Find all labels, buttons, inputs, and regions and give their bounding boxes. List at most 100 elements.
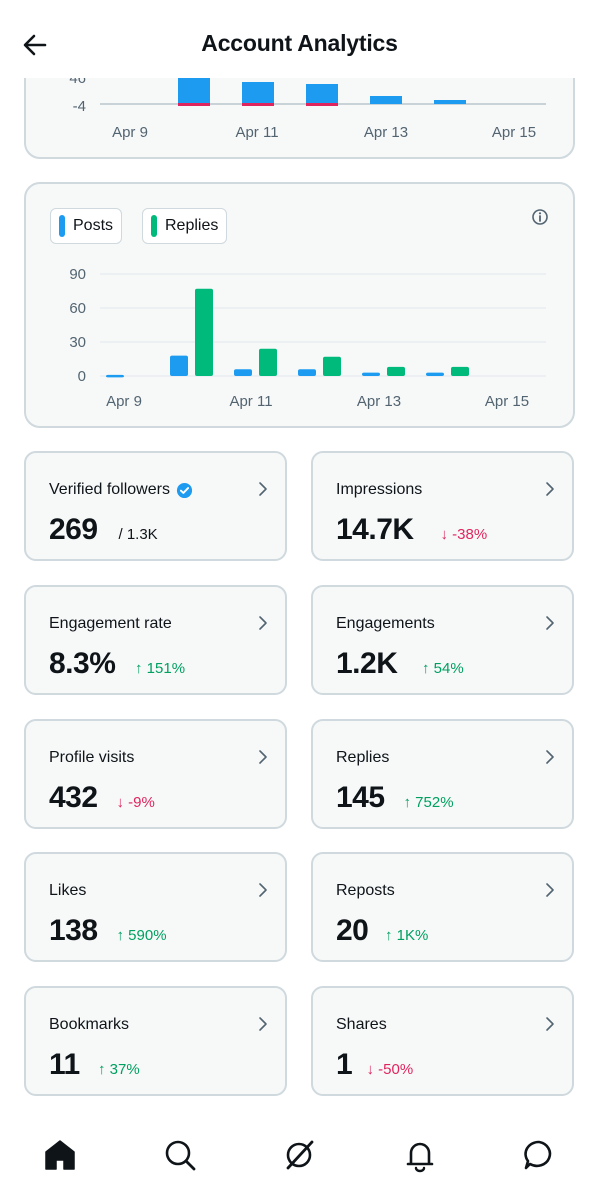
stat-value: 269 (49, 513, 98, 546)
legend-replies[interactable]: Replies (142, 208, 228, 244)
stat-label: Bookmarks (49, 1016, 129, 1034)
stat-change: ↑ 590% (117, 927, 167, 944)
stat-value: 20 (336, 914, 369, 947)
stat-change-value: 752% (415, 794, 454, 811)
bar-negative (242, 103, 274, 106)
messages-icon[interactable] (521, 1137, 557, 1173)
stat-label: Engagements (336, 615, 435, 633)
y-tick-label: 0 (78, 368, 86, 385)
arrow-up-icon: ↑ (385, 927, 397, 944)
stat-label-text: Reposts (336, 882, 395, 899)
stat-label-text: Profile visits (49, 749, 135, 766)
stat-label-text: Verified followers (49, 481, 170, 498)
stat-label-text: Likes (49, 882, 87, 899)
bar-posts-apr-9 (106, 374, 124, 378)
home-icon[interactable] (42, 1137, 78, 1173)
stat-change: ↑ 1K% (385, 927, 428, 944)
arrow-down-icon: ↓ (366, 1061, 379, 1078)
x-tick-label: Apr 9 (106, 393, 142, 410)
legend-label: Posts (73, 217, 114, 234)
posts-replies-chart-card: Posts Replies 90 60 30 0 Apr 9 Apr 11 Apr 13 Ap… (24, 182, 575, 428)
stat-card-reposts[interactable]: Reposts 20 ↑ 1K% (311, 852, 574, 962)
stat-change: ↓ -38% (441, 526, 488, 543)
stat-card-bookmarks[interactable]: Bookmarks 11 ↑ 37% (24, 986, 287, 1096)
chevron-right-icon (546, 1017, 554, 1031)
stat-card-impressions[interactable]: Impressions 14.7K ↓ -38% (311, 451, 574, 561)
bar-posts-apr-12 (298, 369, 316, 376)
chevron-right-icon (546, 883, 554, 897)
stat-change-value: -9% (128, 794, 155, 811)
replies-swatch (151, 215, 157, 237)
stat-card-engagement-rate[interactable]: Engagement rate 8.3% ↑ 151% (24, 585, 287, 695)
stat-value: 8.3% (49, 647, 116, 680)
bar (370, 96, 402, 104)
bar (306, 84, 338, 104)
stat-label: Replies (336, 749, 389, 767)
chevron-right-icon (259, 883, 267, 897)
bar (434, 100, 466, 104)
bar (242, 82, 274, 104)
stat-value: 14.7K (336, 513, 414, 546)
y-tick-label: 60 (69, 300, 86, 317)
x-tick-label: Apr 15 (492, 124, 536, 141)
stat-card-shares[interactable]: Shares 1 ↓ -50% (311, 986, 574, 1096)
stat-change: ↑ 151% (135, 660, 185, 677)
notifications-icon[interactable] (402, 1137, 438, 1173)
bar-negative (306, 103, 338, 106)
arrow-up-icon: ↑ (116, 927, 129, 944)
stat-card-engagements[interactable]: Engagements 1.2K ↑ 54% (311, 585, 574, 695)
stat-change-value: 151% (146, 660, 186, 677)
legend-label: Replies (165, 217, 219, 234)
stat-card-verified-followers[interactable]: Verified followers 269 / 1.3K (24, 451, 287, 561)
bottom-nav (0, 1125, 599, 1185)
stat-label: Verified followers (49, 481, 193, 499)
stat-change: ↑ 37% (98, 1061, 140, 1078)
page-title: Account Analytics (201, 30, 398, 56)
arrow-up-icon: ↑ (98, 1061, 110, 1078)
bar-replies-apr-12 (323, 356, 341, 376)
stat-value: 138 (49, 914, 98, 947)
bar-negative (178, 103, 210, 106)
stat-change: ↑ 752% (404, 794, 454, 811)
stat-label: Impressions (336, 481, 422, 499)
stat-change-value: 54% (433, 660, 464, 677)
x-tick-label: Apr 13 (357, 393, 401, 410)
arrow-down-icon: ↓ (116, 794, 129, 811)
arrow-up-icon: ↑ (403, 794, 416, 811)
bar-posts-apr-14 (426, 372, 444, 376)
stat-label-text: Replies (336, 749, 390, 766)
chevron-right-icon (259, 482, 267, 496)
chevron-right-icon (546, 616, 554, 630)
stat-label: Likes (49, 882, 86, 900)
stat-card-replies[interactable]: Replies 145 ↑ 752% (311, 719, 574, 829)
stat-change-value: -50% (378, 1061, 414, 1078)
stat-sub: / 1.3K (118, 526, 158, 543)
stat-card-profile-visits[interactable]: Profile visits 432 ↓ -9% (24, 719, 287, 829)
chevron-right-icon (259, 1017, 267, 1031)
stat-label-text: Engagement rate (49, 615, 172, 632)
search-icon[interactable] (162, 1137, 198, 1173)
stat-label: Engagement rate (49, 615, 172, 633)
stat-label: Shares (336, 1016, 387, 1034)
stat-label-text: Shares (336, 1016, 387, 1033)
arrow-up-icon: ↑ (135, 660, 147, 677)
posts-replies-chart: 90 60 30 0 Apr 9 Apr 11 Apr 13 Apr 15 (69, 266, 546, 410)
stat-change-value: 1K% (396, 927, 429, 944)
grok-icon[interactable] (281, 1137, 317, 1173)
stat-value: 11 (49, 1048, 80, 1081)
x-tick-label: Apr 11 (235, 124, 278, 141)
back-arrow-icon[interactable] (18, 28, 52, 62)
bar-posts-apr-11 (234, 369, 252, 376)
legend-posts[interactable]: Posts (50, 208, 123, 244)
bar-posts-apr-13 (362, 372, 380, 376)
posts-swatch (59, 215, 65, 237)
info-icon[interactable] (531, 208, 549, 226)
stat-change-value: 590% (128, 927, 167, 944)
x-tick-label: Apr 15 (485, 393, 529, 410)
bar-replies-apr-11 (259, 348, 277, 376)
y-tick-label: 90 (69, 266, 86, 283)
stat-change: ↑ 54% (422, 660, 464, 677)
stat-card-likes[interactable]: Likes 138 ↑ 590% (24, 852, 287, 962)
chevron-right-icon (259, 616, 267, 630)
x-tick-label: Apr 9 (112, 124, 148, 141)
